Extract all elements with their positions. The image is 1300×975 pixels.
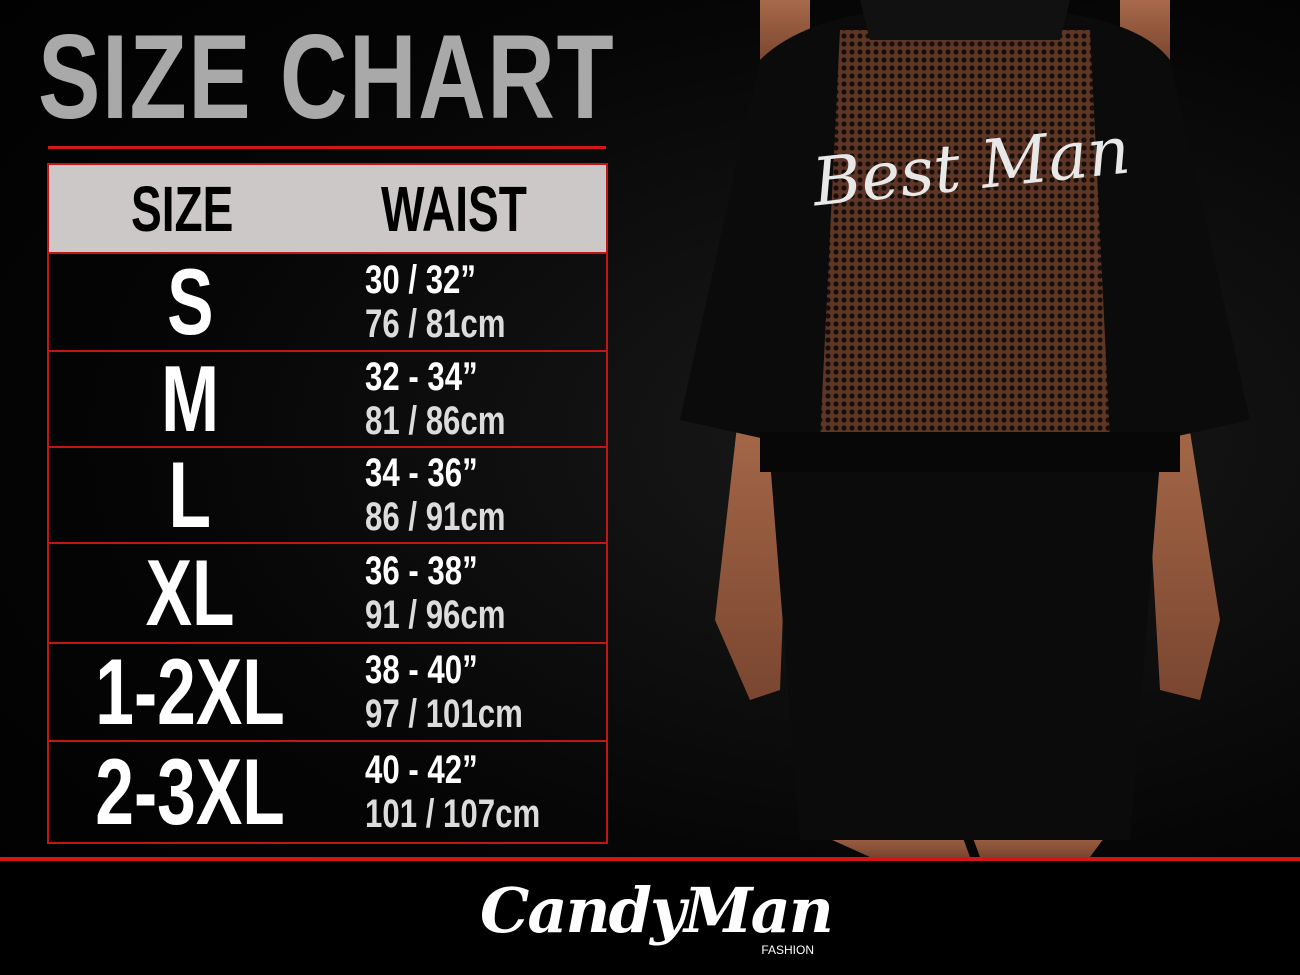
size-label: 1-2XL — [95, 639, 285, 744]
product-photo — [680, 0, 1250, 857]
brand-name: CandyMan — [480, 874, 834, 947]
size-cell: 2-3XL — [49, 739, 331, 844]
table-row: S 30 / 32” 76 / 81cm — [49, 249, 606, 354]
footer-divider — [0, 857, 1300, 861]
waist-cell: 38 - 40” 97 / 101cm — [365, 648, 567, 736]
table-row: XL 36 - 38” 91 / 96cm — [49, 540, 606, 645]
waist-cm: 91 / 96cm — [365, 593, 506, 637]
table-row: L 34 - 36” 86 / 91cm — [49, 442, 606, 547]
waist-inches: 34 - 36” — [365, 451, 478, 495]
waist-cm: 97 / 101cm — [365, 692, 523, 736]
table-row: 1-2XL 38 - 40” 97 / 101cm — [49, 639, 606, 744]
waist-inches: 30 / 32” — [365, 258, 477, 302]
size-label: 2-3XL — [95, 739, 285, 844]
size-cell: S — [49, 249, 331, 354]
table-header: SIZE WAIST — [49, 165, 606, 254]
size-cell: XL — [49, 540, 331, 645]
size-label: S — [166, 249, 214, 354]
size-cell: L — [49, 442, 331, 547]
waist-cm: 101 / 107cm — [365, 792, 541, 836]
size-label: XL — [145, 540, 235, 645]
table-row: 2-3XL 40 - 42” 101 / 107cm — [49, 739, 606, 844]
size-cell: M — [49, 346, 331, 451]
size-label: L — [168, 442, 212, 547]
divider — [48, 146, 606, 149]
size-label: M — [161, 346, 219, 451]
waist-cell: 40 - 42” 101 / 107cm — [365, 748, 590, 836]
waist-cell: 34 - 36” 86 / 91cm — [365, 451, 545, 539]
waist-cm: 81 / 86cm — [365, 399, 506, 443]
waist-inches: 40 - 42” — [365, 748, 478, 792]
header-size: SIZE — [131, 173, 234, 245]
waist-cell: 32 - 34” 81 / 86cm — [365, 355, 545, 443]
waist-cm: 86 / 91cm — [365, 495, 506, 539]
header-waist: WAIST — [381, 173, 527, 245]
page-title: SIZE CHART — [38, 10, 616, 144]
waist-inches: 32 - 34” — [365, 355, 478, 399]
brand-sub: FASHION — [761, 943, 814, 957]
waist-cell: 30 / 32” 76 / 81cm — [365, 258, 545, 346]
footer: CandyMan FASHION — [0, 861, 1300, 975]
waist-cm: 76 / 81cm — [365, 302, 506, 346]
size-table: SIZE WAIST S 30 / 32” 76 / 81cm M 32 - 3… — [47, 163, 608, 844]
waist-cell: 36 - 38” 91 / 96cm — [365, 549, 545, 637]
brand-logo: CandyMan FASHION — [480, 871, 834, 961]
size-cell: 1-2XL — [49, 639, 331, 744]
waist-inches: 38 - 40” — [365, 648, 478, 692]
waist-inches: 36 - 38” — [365, 549, 478, 593]
table-row: M 32 - 34” 81 / 86cm — [49, 346, 606, 451]
